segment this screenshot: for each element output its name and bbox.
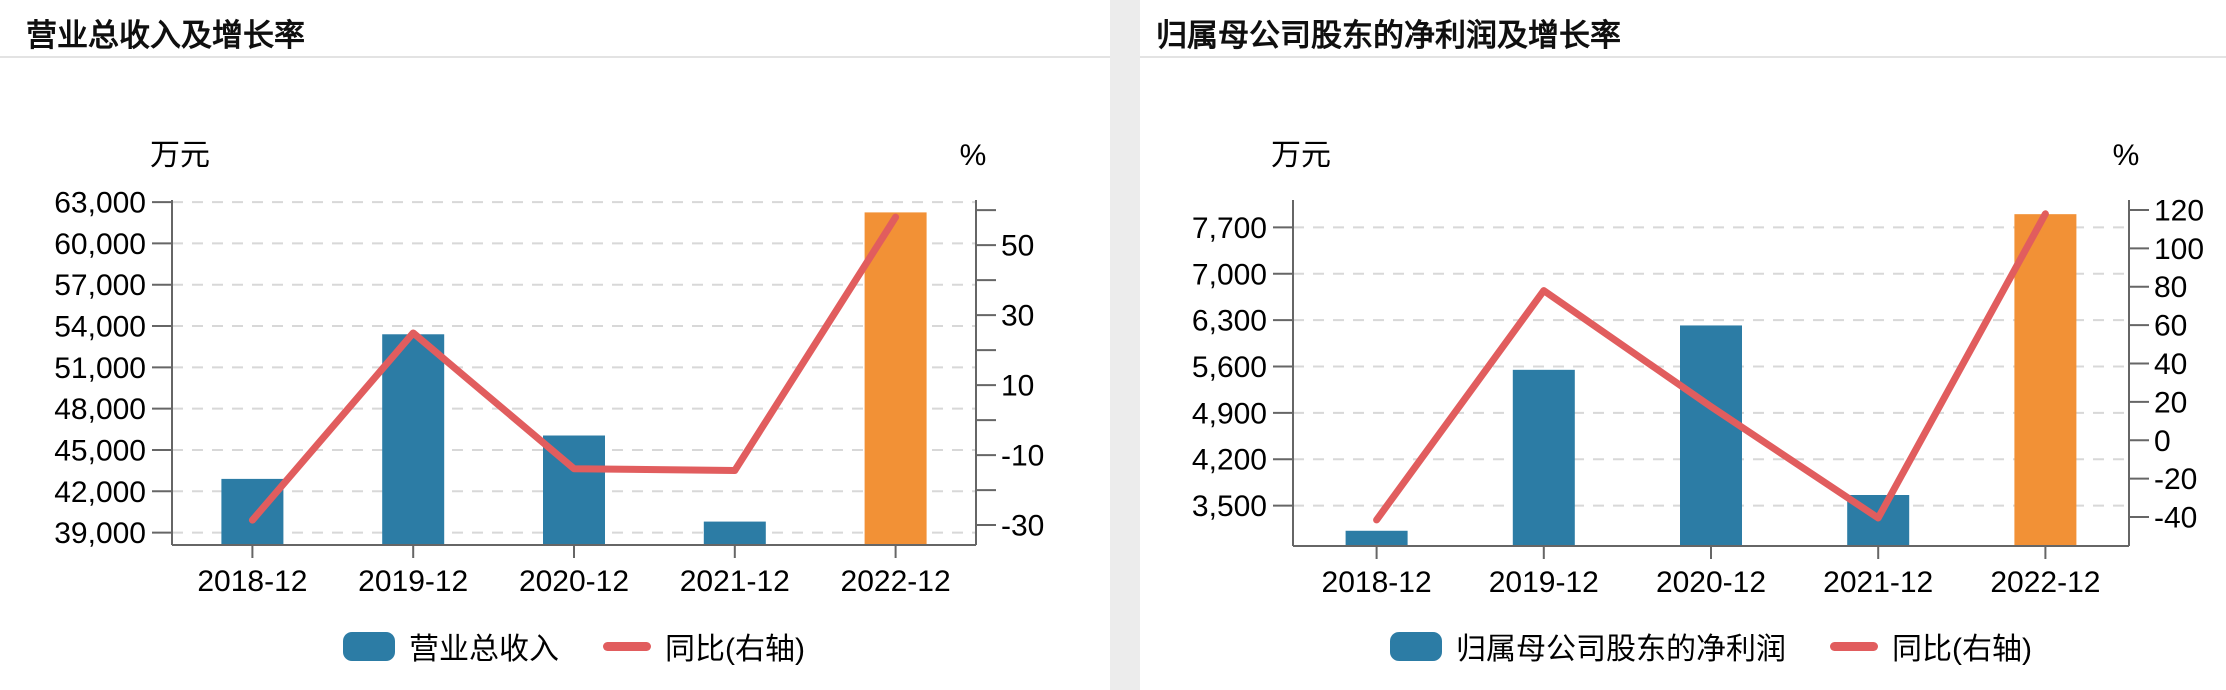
x-tick-label: 2020-12 [1656,566,1766,599]
x-tick-label: 2022-12 [841,565,951,598]
pct-tick-label: 50 [1001,230,1034,263]
legend-item: 营业总收入 [343,624,559,668]
bar-2018-12 [221,478,284,545]
legend-item: 归属母公司股东的净利润 [1390,624,1786,668]
y-tick-label: 7,700 [1192,212,1267,245]
growth-line [248,213,900,524]
legend-label: 同比(右轴) [1892,633,2032,666]
pct-tick-label: 0 [2154,425,2171,458]
left-axis-unit: 万元 [1271,139,1331,172]
x-tick-label: 2018-12 [1322,566,1432,599]
y-tick-label: 39,000 [54,517,146,550]
pct-tick-label: 100 [2154,233,2204,266]
pct-tick-label: 40 [2154,348,2187,381]
pct-tick-label: 10 [1001,370,1034,403]
pct-tick-label: 20 [2154,386,2187,419]
revenue-panel: 营业总收入及增长率 63,000 60,000 57,000 54,000 51,000… [0,0,1110,690]
pct-tick-label: -40 [2154,502,2197,535]
x-tick-label: 2021-12 [680,565,790,598]
pct-tick-label: 30 [1001,300,1034,333]
net-profit-chart-title: 归属母公司股东的净利润及增长率 [1156,18,1621,53]
legend-item: 同比(右轴) [1830,624,2032,668]
x-tick-label: 2020-12 [519,565,629,598]
revenue-chart-title: 营业总收入及增长率 [26,18,305,53]
bar-2022-12 [864,212,927,545]
legend-line-swatch [603,641,651,651]
pct-tick-label: 80 [2154,271,2187,304]
net-profit-growth-chart: 7,700 7,000 6,300 5,600 4,900 4,200 3,500 120 10… [1192,139,2204,599]
bar-2022-12 [2014,214,2077,546]
y-tick-label: 4,900 [1192,397,1267,430]
y-tick-label: 51,000 [54,352,146,385]
y-tick-label: 3,500 [1192,490,1267,523]
legend-bar-swatch [343,631,395,661]
panel-divider [1110,0,1140,690]
pct-tick-label: -10 [1001,440,1044,473]
pct-tick-label: -20 [2154,463,2197,496]
revenue-growth-chart: 63,000 60,000 57,000 54,000 51,000 48,000 45,0… [54,139,1044,598]
y-tick-label: 7,000 [1192,258,1267,291]
pct-tick-label: 120 [2154,194,2204,227]
right-axis-unit: % [960,139,987,172]
x-tick-label: 2019-12 [358,565,468,598]
title-divider [1140,56,2226,58]
y-tick-label: 4,200 [1192,444,1267,477]
x-tick-label: 2019-12 [1489,566,1599,599]
y-tick-label: 60,000 [54,228,146,261]
growth-line [1373,210,2049,524]
legend-line-swatch [1830,641,1878,651]
x-tick-label: 2021-12 [1823,566,1933,599]
bar-2020-12 [1680,325,1742,546]
bar-2019-12 [1512,369,1575,546]
right-axis-unit: % [2113,139,2140,172]
y-tick-label: 45,000 [54,434,146,467]
bar-2018-12 [1345,530,1408,546]
x-tick-label: 2022-12 [1990,566,2100,599]
bar-2021-12 [703,521,766,545]
legend-label: 同比(右轴) [665,633,805,666]
pct-tick-label: 60 [2154,310,2187,343]
y-tick-label: 5,600 [1192,351,1267,384]
legend-label: 归属母公司股东的净利润 [1456,633,1786,666]
y-tick-label: 57,000 [54,269,146,302]
title-divider [0,56,1110,58]
y-tick-label: 63,000 [54,187,146,220]
bar-2019-12 [382,334,445,545]
x-tick-label: 2018-12 [197,565,307,598]
revenue-chart-legend: 营业总收入 同比(右轴) [172,626,976,666]
legend-item: 同比(右轴) [603,624,805,668]
legend-bar-swatch [1390,631,1442,661]
pct-tick-label: -30 [1001,510,1044,543]
legend-label: 营业总收入 [409,633,559,666]
net-profit-chart-legend: 归属母公司股东的净利润 同比(右轴) [1293,626,2129,666]
net-profit-panel: 归属母公司股东的净利润及增长率 7,700 7,000 6,300 5,600 4,90… [1140,0,2226,690]
y-tick-label: 6,300 [1192,305,1267,338]
left-axis-unit: 万元 [150,139,210,172]
y-tick-label: 54,000 [54,311,146,344]
y-tick-label: 48,000 [54,393,146,426]
y-tick-label: 42,000 [54,476,146,509]
